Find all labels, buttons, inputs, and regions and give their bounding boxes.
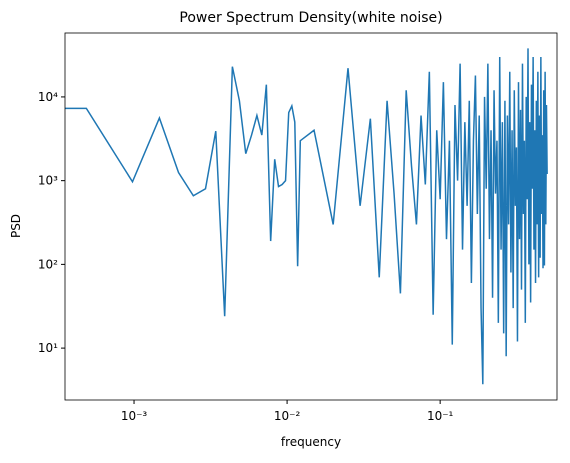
- x-tick-label: 10⁻²: [274, 409, 301, 423]
- line: [65, 48, 548, 385]
- chart-title: Power Spectrum Density(white noise): [179, 10, 442, 26]
- x-tick-label: 10⁻¹: [427, 409, 454, 423]
- y-tick-label: 10²: [38, 257, 58, 271]
- y-tick-label: 10¹: [38, 341, 58, 355]
- plot-frame: [64, 32, 558, 401]
- y-tick-label: 10⁴: [38, 90, 58, 104]
- x-tick-label: 10⁻³: [121, 409, 148, 423]
- y-tick-label: 10³: [38, 174, 58, 188]
- x-axis-label: frequency: [281, 435, 341, 449]
- y-axis-label: PSD: [9, 214, 23, 238]
